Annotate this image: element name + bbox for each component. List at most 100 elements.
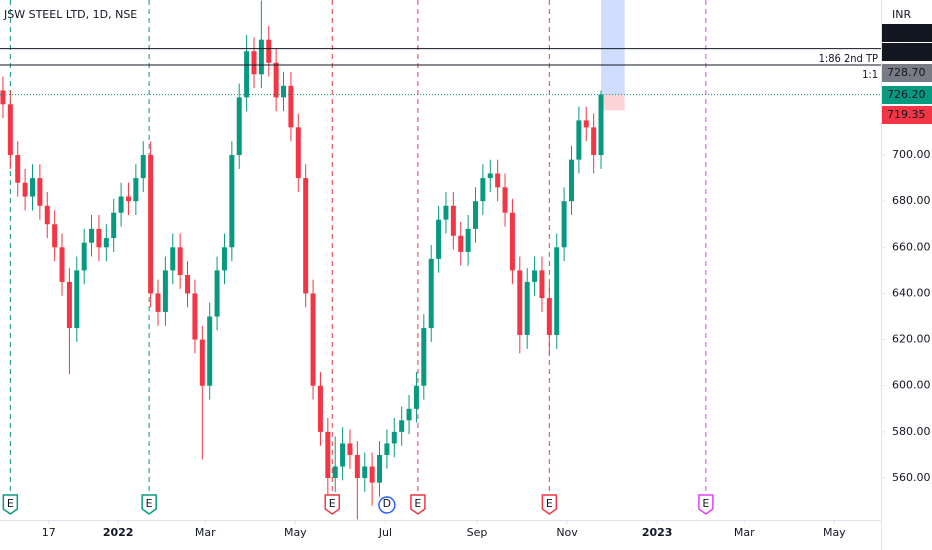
y-tick-label: 600.00 — [892, 379, 931, 392]
candle-body — [377, 454, 383, 483]
event-label: E — [414, 497, 421, 510]
candle-body — [74, 270, 80, 329]
candle-body — [177, 247, 183, 275]
candle-body — [44, 205, 50, 225]
x-tick-label: May — [284, 526, 307, 539]
earnings-marker — [698, 494, 714, 515]
candle-body — [170, 247, 176, 271]
candle-body — [480, 178, 486, 202]
candle-body — [155, 293, 161, 312]
plot-area — [0, 0, 707, 520]
candle-body — [125, 196, 131, 202]
candle-body — [281, 85, 287, 98]
candle-body — [288, 85, 294, 128]
candle-body — [413, 385, 419, 409]
candle-body — [495, 173, 501, 188]
candle-body — [539, 270, 545, 299]
candle-body — [295, 127, 301, 179]
earnings-marker — [410, 494, 426, 515]
candle-body — [59, 247, 65, 282]
candle-body — [362, 466, 368, 479]
candle-body — [266, 39, 272, 63]
candle-body — [436, 219, 442, 259]
candle-body — [532, 270, 538, 282]
candle-body — [487, 173, 493, 179]
price-label: 719.35 — [887, 108, 926, 121]
price-label-box — [882, 64, 932, 82]
candle-body — [465, 228, 471, 252]
candle-body — [450, 205, 456, 236]
annotation: 1:1 — [862, 68, 878, 81]
earnings-marker — [541, 494, 558, 515]
earnings-marker — [324, 494, 341, 515]
candle-body — [207, 316, 213, 386]
candle-body — [509, 212, 515, 271]
x-tick-label: Mar — [195, 526, 216, 539]
annotation: 1:86 2nd TP — [819, 52, 878, 65]
candle-body — [273, 62, 279, 98]
candle-body — [185, 274, 191, 294]
y-tick-label: 560.00 — [892, 471, 931, 484]
candle-body — [354, 454, 360, 479]
price-label: 728.70 — [887, 66, 926, 79]
candle-body — [29, 178, 35, 197]
candle-body — [384, 443, 390, 455]
candle-body — [244, 51, 250, 98]
x-tick-label: Nov — [556, 526, 578, 539]
y-tick-label: 640.00 — [892, 286, 931, 299]
candle-body — [340, 443, 346, 467]
y-tick-label: 660.00 — [892, 240, 931, 253]
candle-body — [561, 201, 567, 248]
candle-body — [7, 104, 13, 156]
candle-body — [229, 155, 235, 248]
candle-body — [517, 270, 523, 335]
earnings-marker — [2, 494, 19, 515]
candle-body — [399, 420, 405, 432]
price-label: 746.10 — [887, 26, 926, 39]
candle-body — [103, 238, 109, 248]
candle-body — [303, 178, 309, 294]
currency-label: INR — [892, 8, 911, 21]
candle-body — [15, 155, 21, 183]
event-label: E — [329, 497, 336, 510]
candle-body — [502, 187, 508, 213]
candle-body — [524, 281, 530, 335]
event-label: E — [546, 497, 553, 510]
candle-body — [332, 466, 338, 479]
candle-body — [325, 431, 331, 479]
candle-body — [317, 385, 323, 432]
candle-body — [421, 328, 427, 386]
candle-body — [546, 298, 552, 335]
candle-body — [214, 270, 220, 317]
event-label: E — [146, 497, 153, 510]
x-tick-label: 17 — [42, 526, 56, 539]
chart-title: JSW STEEL LTD, 1D, NSE — [3, 8, 137, 21]
x-tick-label: 2023 — [642, 526, 673, 539]
candle-body — [472, 201, 478, 229]
candle-body — [148, 155, 154, 294]
candle-body — [111, 212, 117, 239]
event-label: E — [702, 497, 709, 510]
candle-body — [568, 159, 574, 202]
candle-body — [369, 466, 375, 483]
candle-body — [598, 94, 604, 156]
candle-body — [37, 178, 43, 206]
x-tick-label: Sep — [467, 526, 488, 539]
y-tick-label: 700.00 — [892, 148, 931, 161]
candle-body — [89, 228, 95, 243]
candle-body — [199, 339, 205, 386]
x-tick-label: Mar — [734, 526, 755, 539]
candle-body — [583, 120, 589, 128]
candle-body — [221, 247, 227, 271]
candle-body — [81, 242, 87, 271]
candle-body — [347, 443, 353, 455]
candle-body — [458, 235, 464, 252]
y-tick-label: 580.00 — [892, 425, 931, 438]
candle-body — [251, 51, 257, 75]
y-tick-label: 620.00 — [892, 333, 931, 346]
candle-body — [554, 247, 560, 335]
price-label: 739.00 — [887, 45, 926, 58]
x-tick-label: 2022 — [103, 526, 134, 539]
price-label-box — [882, 24, 932, 42]
